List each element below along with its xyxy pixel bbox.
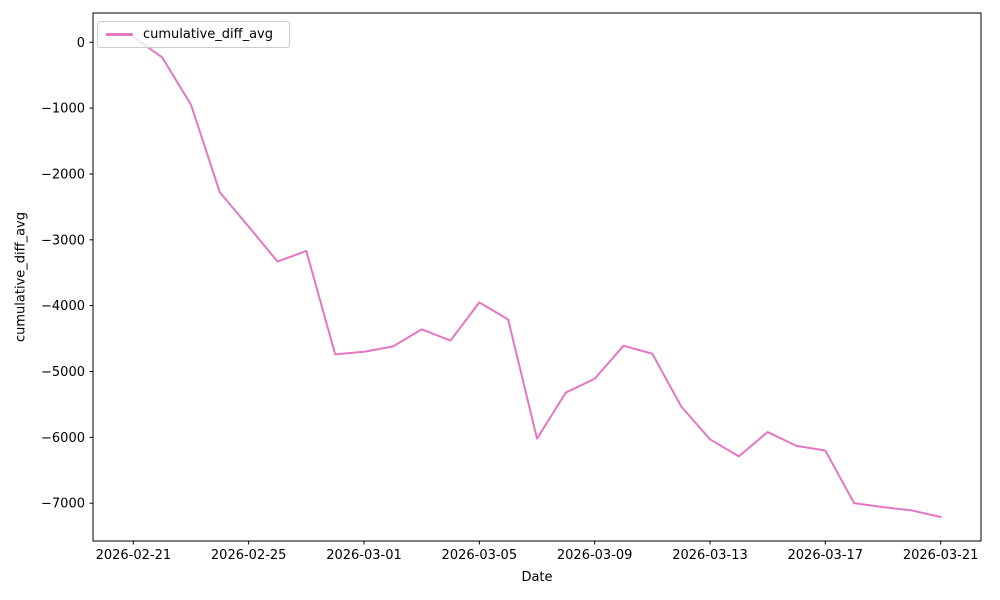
y-tick-label: −4000 — [41, 299, 85, 314]
legend: cumulative_diff_avg — [97, 21, 290, 48]
y-tick-label: −2000 — [41, 167, 85, 182]
x-tick-label: 2026-02-25 — [211, 548, 287, 563]
y-tick-label: −5000 — [41, 365, 85, 380]
x-tick-label: 2026-02-21 — [96, 548, 172, 563]
legend-line-sample — [106, 33, 133, 36]
y-tick-label: 0 — [77, 36, 85, 51]
y-tick-label: −3000 — [41, 233, 85, 248]
y-tick-label: −7000 — [41, 497, 85, 512]
x-tick-label: 2026-03-13 — [672, 548, 748, 563]
x-tick-label: 2026-03-09 — [557, 548, 633, 563]
x-tick-label: 2026-03-05 — [442, 548, 518, 563]
legend-label: cumulative_diff_avg — [143, 27, 273, 42]
x-tick-label: 2026-03-01 — [326, 548, 402, 563]
y-tick-label: −1000 — [41, 102, 85, 117]
y-axis-label: cumulative_diff_avg — [13, 212, 29, 342]
y-tick-label: −6000 — [41, 431, 85, 446]
x-tick-label: 2026-03-17 — [788, 548, 864, 563]
plot-border — [92, 12, 982, 542]
data-line — [132, 36, 942, 518]
x-tick-label: 2026-03-21 — [903, 548, 979, 563]
x-axis-label: Date — [521, 570, 553, 585]
